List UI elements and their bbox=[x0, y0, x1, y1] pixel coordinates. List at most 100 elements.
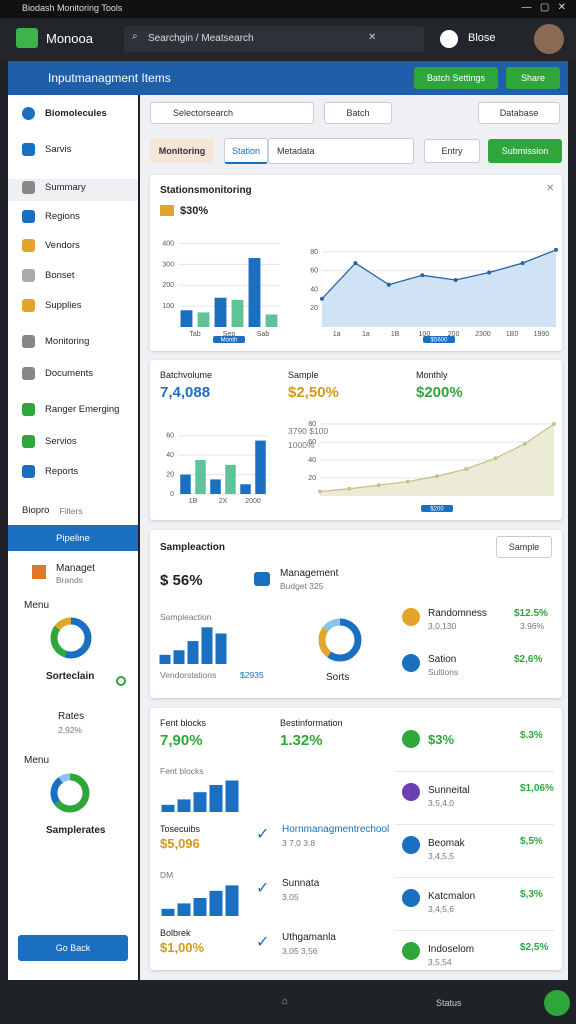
bar bbox=[201, 627, 213, 664]
kpi-value: 7,90% bbox=[160, 732, 203, 749]
close[interactable]: ✕ bbox=[546, 183, 555, 194]
legend-chip bbox=[213, 336, 245, 343]
check: ✓ bbox=[256, 934, 270, 951]
select[interactable]: Sample bbox=[496, 536, 552, 558]
nav-item[interactable]: Reports bbox=[22, 465, 78, 478]
donut-segment bbox=[50, 773, 90, 813]
list-value: $,3% bbox=[520, 889, 543, 900]
y-tick-label: 300 bbox=[162, 261, 174, 268]
database[interactable]: Database bbox=[478, 102, 560, 124]
tab[interactable]: Station bbox=[224, 138, 268, 164]
active-item[interactable]: Pipeline bbox=[8, 525, 138, 551]
nav-label: Regions bbox=[45, 211, 80, 222]
mgmt-title: Management bbox=[280, 568, 339, 579]
chart-value: $5,096 bbox=[160, 836, 200, 851]
point bbox=[522, 441, 527, 446]
list-name: Randomness bbox=[428, 608, 487, 619]
window-controls[interactable]: — ▢ ✕ bbox=[521, 2, 567, 13]
nav-item[interactable]: Servios bbox=[22, 435, 77, 448]
entry[interactable]: Entry bbox=[424, 139, 480, 163]
point bbox=[347, 486, 352, 491]
badge: $30% bbox=[180, 205, 209, 217]
list-sub: Sultions bbox=[428, 667, 459, 677]
fab[interactable] bbox=[544, 990, 570, 1016]
list-value: $12.5% bbox=[514, 608, 548, 619]
bar bbox=[180, 310, 193, 327]
nav-item[interactable]: Documents bbox=[22, 367, 93, 380]
chart-caption: Bolbrek bbox=[160, 928, 191, 938]
list-icon bbox=[402, 608, 420, 626]
x-tick-label: 1B bbox=[391, 331, 400, 338]
x-tick-label: 2X bbox=[219, 498, 228, 505]
clear[interactable]: ✕ bbox=[368, 32, 377, 43]
nav-item[interactable]: Bonset bbox=[22, 269, 75, 282]
bar bbox=[161, 908, 175, 916]
highlight bbox=[8, 179, 138, 201]
nav-label: Ranger Emerging bbox=[45, 404, 120, 415]
bar bbox=[255, 440, 266, 494]
nav-item[interactable]: Supplies bbox=[22, 299, 81, 312]
line-chart: 20 40 60 80 1a 1a 1B 100 200 2300 1B0 1990 $5600 bbox=[310, 247, 558, 343]
nav-item[interactable]: Ranger Emerging bbox=[22, 403, 119, 416]
nav-icon bbox=[22, 181, 35, 194]
divider bbox=[394, 930, 554, 931]
bar bbox=[225, 464, 236, 494]
user-name[interactable]: Blose bbox=[468, 32, 496, 44]
nav-item[interactable]: Summary bbox=[22, 181, 86, 194]
rates-value: 2,92% bbox=[58, 725, 83, 735]
nav-item[interactable]: Vendors bbox=[22, 239, 80, 252]
donut-segment bbox=[50, 617, 92, 659]
select[interactable]: Selectorsearch bbox=[150, 102, 314, 124]
list-value: $2,5% bbox=[520, 942, 549, 953]
header-button[interactable]: Batch Settings bbox=[414, 67, 498, 89]
element: Biopro Filters bbox=[22, 505, 83, 516]
x-tick-label: 2000 bbox=[245, 498, 261, 505]
window-bar: Biodash Monitoring Tools — ▢ ✕ bbox=[0, 0, 576, 18]
point bbox=[453, 278, 458, 282]
kpi-value: $200% bbox=[416, 384, 463, 401]
kpi-value: 7,4,088 bbox=[160, 384, 211, 401]
y-tick-label: 80 bbox=[308, 421, 316, 428]
footer: ⌂ Status bbox=[0, 984, 576, 1024]
bar-chart: 0 20 40 60 1B 2X 2000 bbox=[166, 433, 268, 505]
check: ✓ bbox=[256, 880, 270, 897]
bar bbox=[197, 312, 210, 327]
mgmt-sub: Budget 325 bbox=[280, 581, 324, 591]
mid-title: Hornmanagmentrechool bbox=[282, 824, 390, 835]
main: Selectorsearch Batch Database Monitoring… bbox=[140, 95, 568, 980]
select[interactable]: Metadata bbox=[268, 138, 414, 164]
chart-value: $1,00% bbox=[160, 940, 205, 955]
bar bbox=[215, 633, 227, 664]
point bbox=[552, 422, 556, 426]
point bbox=[420, 273, 425, 278]
menu-label: Menu bbox=[24, 600, 50, 611]
x-tick-label: Tab bbox=[189, 331, 200, 338]
y-tick-label: 80 bbox=[310, 249, 318, 256]
submit[interactable]: Submission bbox=[488, 139, 562, 163]
nav-item[interactable]: Sarvis bbox=[22, 143, 71, 156]
batch[interactable]: Batch bbox=[324, 102, 392, 124]
nav-item[interactable]: Regions bbox=[22, 210, 80, 223]
window-title: Biodash Monitoring Tools bbox=[22, 3, 123, 13]
y-tick-label: 200 bbox=[162, 282, 174, 289]
list-value: $,5% bbox=[520, 836, 543, 847]
bar-link[interactable]: $2935 bbox=[240, 670, 264, 680]
point bbox=[493, 456, 498, 461]
kpi-label: Fent blocks bbox=[160, 718, 207, 728]
x-tick-label: 1a bbox=[362, 331, 370, 338]
nav-label: Bonset bbox=[45, 270, 75, 281]
nav-icon bbox=[22, 335, 35, 348]
bar-caption: Vendorstations bbox=[160, 670, 217, 680]
back-button[interactable]: Go Back bbox=[18, 935, 128, 961]
point bbox=[320, 296, 324, 301]
bar bbox=[193, 898, 207, 916]
icon bbox=[254, 572, 270, 586]
profile[interactable] bbox=[534, 24, 564, 54]
search[interactable]: Searchgin / Meatsearch ⌕ ✕ bbox=[124, 26, 424, 52]
legend: $200 bbox=[430, 507, 444, 513]
nav-icon bbox=[22, 269, 35, 282]
mid-sub: 3,05 3,56 bbox=[282, 946, 318, 956]
point bbox=[405, 479, 410, 484]
nav-item[interactable]: Monitoring bbox=[22, 335, 89, 348]
header-button[interactable]: Share bbox=[506, 67, 560, 89]
